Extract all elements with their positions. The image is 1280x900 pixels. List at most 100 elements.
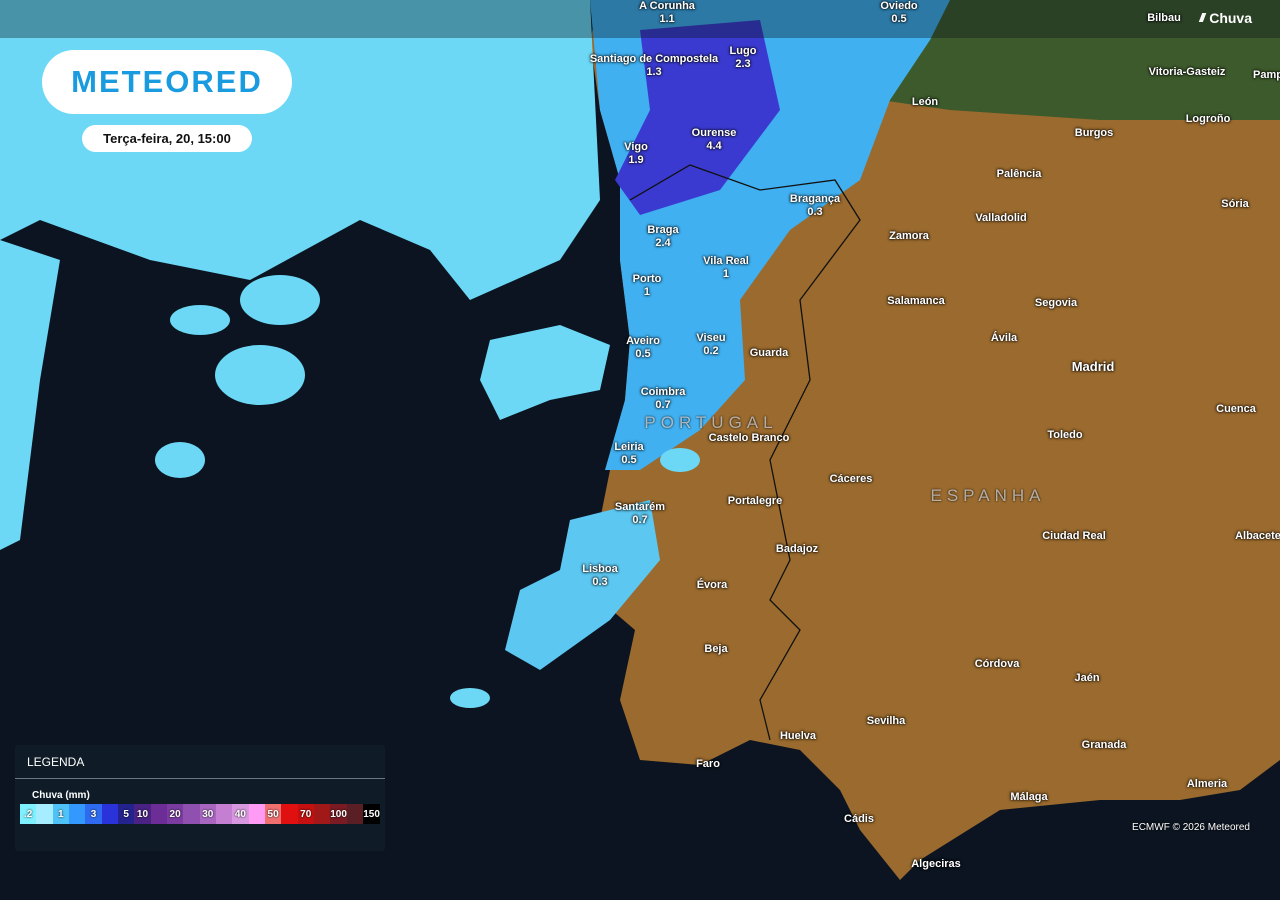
- city-name: Vitoria-Gasteiz: [1148, 66, 1226, 78]
- city-name: Porto: [632, 273, 662, 285]
- rain-cell: [215, 345, 305, 405]
- legend-scale-cell: 100: [330, 804, 347, 824]
- city-name: Viseu: [696, 332, 726, 344]
- city-label: Portalegre: [728, 495, 782, 508]
- legend-scale-cell: [150, 804, 167, 824]
- rain-value: 0.7: [655, 399, 671, 411]
- city-label: Salamanca: [887, 295, 944, 308]
- legend-scale-cell: [68, 804, 86, 824]
- city-name: Albacete: [1235, 530, 1280, 542]
- rain-lisboa: [505, 500, 660, 670]
- city-label: Logroño: [1186, 113, 1231, 126]
- city-label: Guarda: [750, 347, 789, 360]
- city-name: Lisboa: [582, 563, 618, 575]
- rain-ocean-west: [0, 240, 60, 550]
- legend-scale-cell: 3: [85, 804, 102, 824]
- city-name: Algeciras: [911, 858, 961, 870]
- rain-value: 4.4: [706, 140, 722, 152]
- city-label: Leiria 0.5: [614, 441, 643, 467]
- rain-cell: [170, 305, 230, 335]
- city-label: Viseu 0.2: [696, 332, 725, 358]
- city-label: Porto 1: [633, 273, 662, 299]
- city-label: Almeria: [1187, 778, 1227, 791]
- rain-value: 2.3: [735, 58, 751, 70]
- city-name: Granada: [1081, 739, 1127, 751]
- city-name: Málaga: [1010, 791, 1048, 803]
- rain-value: 0.2: [703, 345, 719, 357]
- city-name: Bragança: [789, 193, 841, 205]
- land-north-green: [850, 0, 1280, 120]
- city-label: Santiago de Compostela 1.3: [590, 53, 718, 79]
- city-label: Badajoz: [776, 543, 818, 556]
- city-name: Oviedo: [880, 0, 918, 12]
- legend-scale-cell: [281, 804, 298, 824]
- city-name: Santiago de Compostela: [589, 53, 719, 65]
- legend-title: LEGENDA: [27, 755, 85, 769]
- city-name: Pamp: [1253, 69, 1280, 81]
- legend-scale-cell: [215, 804, 233, 824]
- legend-scale-cell: [346, 804, 364, 824]
- city-label: Lisboa 0.3: [582, 563, 617, 589]
- legend-scale-cell: [36, 804, 53, 824]
- rain-value: 0.5: [891, 13, 907, 25]
- city-label: Pamp: [1253, 69, 1280, 82]
- city-name: Zamora: [889, 230, 929, 242]
- city-name: Santarém: [614, 501, 666, 513]
- forecast-datetime[interactable]: Terça-feira, 20, 15:00: [82, 125, 252, 152]
- legend-divider: [15, 778, 385, 779]
- rain-value: 0.5: [621, 454, 637, 466]
- legend-scale-cell: 40: [232, 804, 249, 824]
- legend-scale-cell: 30: [199, 804, 216, 824]
- rain-value: 1.9: [628, 154, 644, 166]
- city-label: Jaén: [1074, 672, 1099, 685]
- city-name: Cuenca: [1216, 403, 1256, 415]
- rain-ocean-mid: [480, 325, 610, 420]
- legend-scale-cell: 20: [166, 804, 184, 824]
- city-label: Toledo: [1047, 429, 1082, 442]
- city-label: Madrid: [1072, 360, 1115, 373]
- city-label: Cáceres: [830, 473, 873, 486]
- city-label: Coimbra 0.7: [641, 386, 686, 412]
- city-name: Coimbra: [640, 386, 686, 398]
- legend-scale-cell: 50: [264, 804, 282, 824]
- meteored-logo[interactable]: METEORED: [42, 50, 292, 114]
- city-label: Aveiro 0.5: [626, 335, 660, 361]
- legend-scale-cell: [248, 804, 265, 824]
- legend-color-scale: .2 1 3 5 10 20 30 40 50 70 100 150: [20, 804, 380, 824]
- city-name: León: [911, 96, 939, 108]
- city-name: Leiria: [614, 441, 644, 453]
- city-label: Bilbau: [1147, 12, 1181, 25]
- rain-value: 1: [722, 268, 730, 280]
- rain-cell: [155, 442, 205, 478]
- rain-value: 0.5: [635, 348, 651, 360]
- city-name: Cáceres: [829, 473, 873, 485]
- city-name: Palência: [996, 168, 1042, 180]
- city-name: Bilbau: [1147, 12, 1181, 24]
- rain-value: 0.3: [592, 576, 608, 588]
- legend-scale-cell: 10: [134, 804, 151, 824]
- city-label: Lugo 2.3: [730, 45, 757, 71]
- city-label: A Corunha 1.1: [639, 0, 695, 26]
- rain-value: 1: [643, 286, 651, 298]
- legend-scale-cell: .2: [20, 804, 37, 824]
- city-label: Huelva: [780, 730, 816, 743]
- city-name: Évora: [696, 579, 728, 591]
- legend-scale-cell: [101, 804, 118, 824]
- city-label: Segovia: [1035, 297, 1077, 310]
- city-label: Ciudad Real: [1042, 530, 1106, 543]
- city-name: Sória: [1221, 198, 1249, 210]
- city-name: Ourense: [691, 127, 737, 139]
- city-name: Valladolid: [975, 212, 1027, 224]
- city-label: Zamora: [889, 230, 929, 243]
- city-name: Sevilha: [866, 715, 906, 727]
- layer-indicator[interactable]: /// Chuva: [1199, 10, 1252, 26]
- city-label: Braga 2.4: [647, 224, 678, 250]
- city-label: Santarém 0.7: [615, 501, 665, 527]
- city-name: Huelva: [779, 730, 817, 742]
- legend-panel: LEGENDA Chuva (mm) .2 1 3 5 10 20 30 40 50 70 100 1…: [15, 745, 385, 851]
- rain-value: 0.3: [807, 206, 823, 218]
- top-bar: [0, 0, 1280, 38]
- legend-scale-cell: [183, 804, 200, 824]
- city-label: Valladolid: [975, 212, 1026, 225]
